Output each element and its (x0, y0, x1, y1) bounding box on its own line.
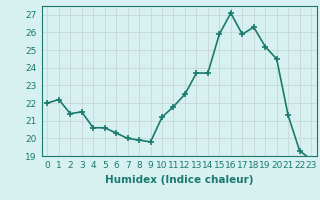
X-axis label: Humidex (Indice chaleur): Humidex (Indice chaleur) (105, 175, 253, 185)
